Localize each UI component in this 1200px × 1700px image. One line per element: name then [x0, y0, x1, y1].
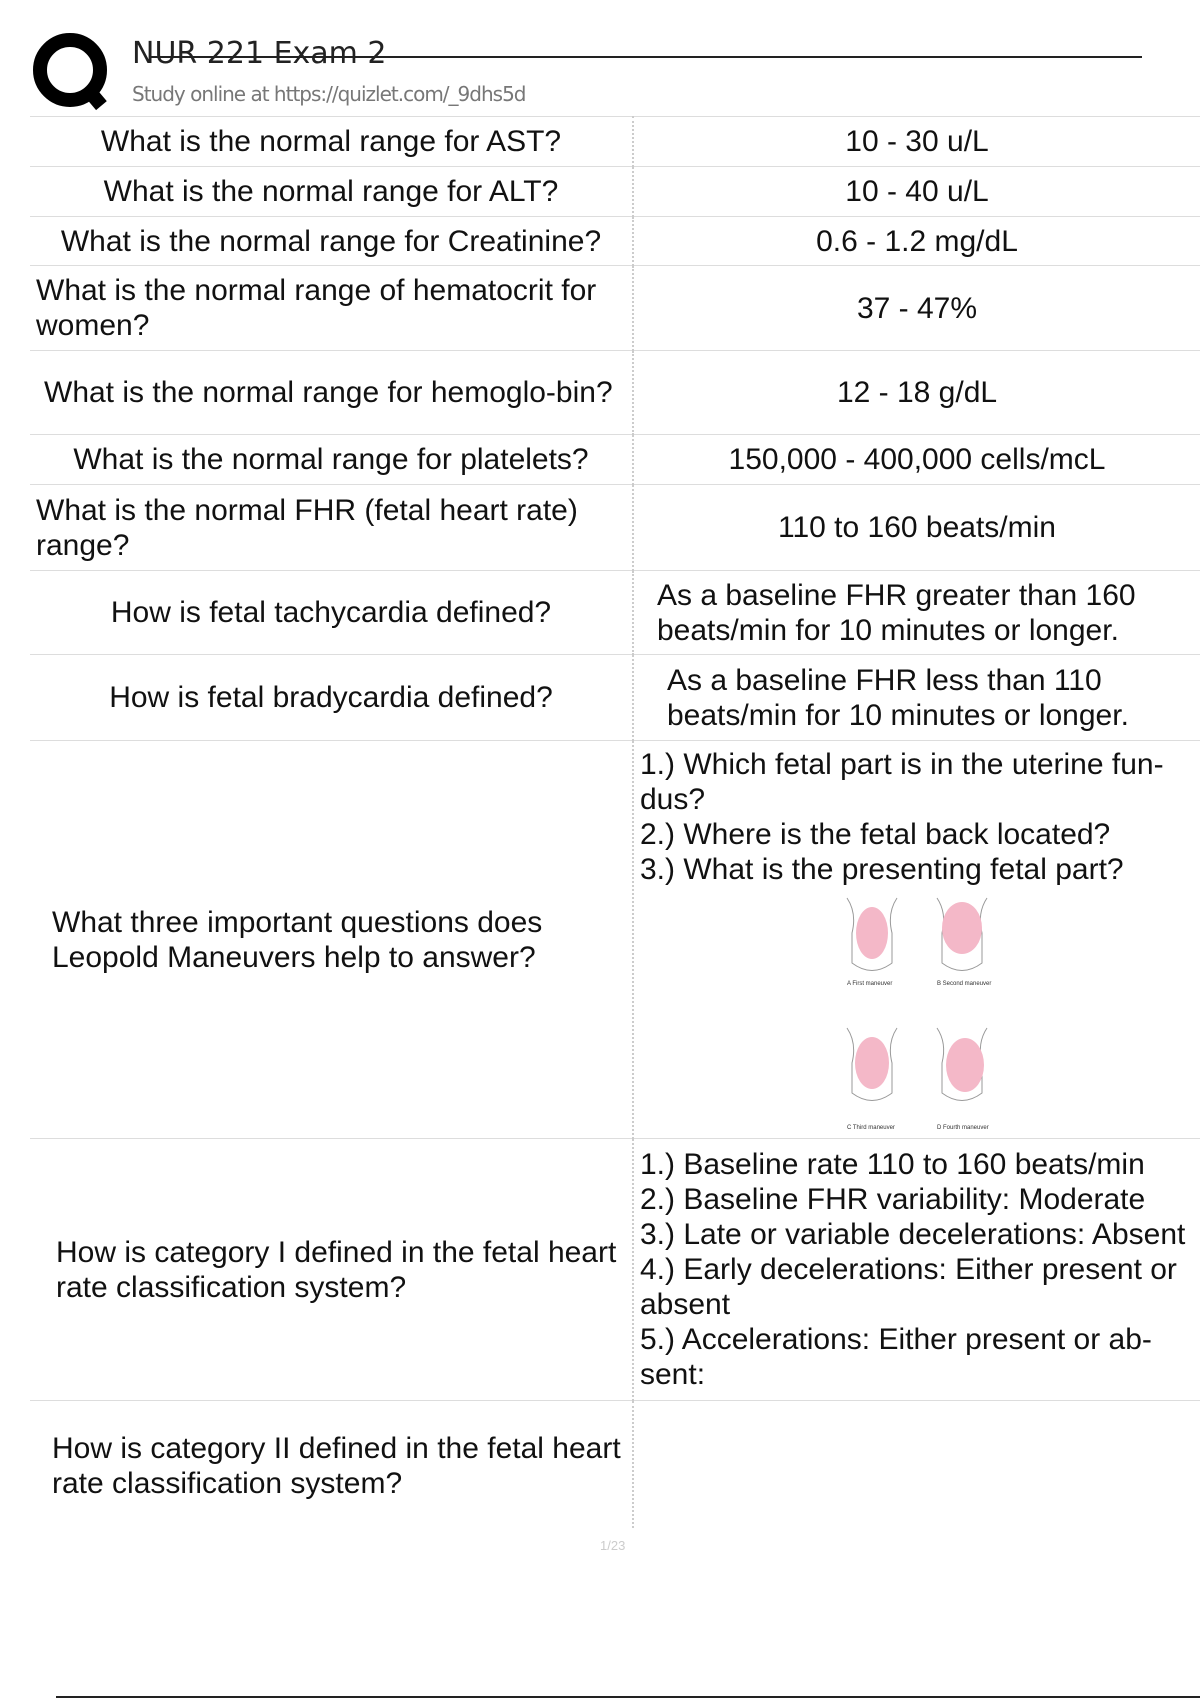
page-number: 1/23 — [600, 1538, 626, 1553]
table-row: What three important questions does Leop… — [30, 740, 1200, 1139]
table-row: What is the normal range for AST? 10 - 30… — [30, 116, 1200, 167]
fourth-maneuver-illustration: D Fourth maneuver — [936, 1027, 989, 1131]
table-row: How is category II defined in the fetal … — [30, 1400, 1200, 1528]
question: How is category I defined in the fetal h… — [30, 1138, 634, 1401]
question: What is the normal range of hematocrit f… — [30, 265, 634, 351]
svg-text:A First maneuver: A First maneuver — [847, 981, 892, 987]
flashcard-table: What is the normal range for AST? 10 - 30… — [30, 116, 1200, 1528]
answer-line: 5.) Accelerations: Either present or ab-… — [640, 1323, 1152, 1391]
question: What is the normal range for hemoglo-bin… — [30, 350, 634, 435]
question: What is the normal range for platelets? — [30, 434, 634, 485]
question: How is category II defined in the fetal … — [30, 1400, 634, 1528]
answer-line: 2.) Where is the fetal back located? — [640, 818, 1111, 851]
answer: 37 - 47% — [633, 265, 1200, 351]
answer: 10 - 40 u/L — [633, 166, 1200, 217]
answer: 0.6 - 1.2 mg/dL — [633, 216, 1200, 266]
table-row: What is the normal range of hematocrit f… — [30, 265, 1200, 351]
svg-text:B Second maneuver: B Second maneuver — [937, 981, 991, 987]
table-row: How is fetal tachycardia defined? As a ba… — [30, 570, 1200, 655]
title-rule — [150, 56, 1142, 58]
answer — [633, 1400, 1200, 1528]
question: What three important questions does Leop… — [30, 740, 634, 1139]
answer-line: 1.) Which fetal part is in the uterine f… — [640, 748, 1164, 816]
answer: As a baseline FHR less than 110 beats/mi… — [667, 663, 1129, 732]
table-row: How is fetal bradycardia defined? As a ba… — [30, 654, 1200, 741]
answer: 10 - 30 u/L — [633, 116, 1200, 167]
answer-line: 2.) Baseline FHR variability: Moderate — [640, 1183, 1146, 1216]
table-row: What is the normal FHR (fetal heart rate… — [30, 484, 1200, 571]
study-link[interactable]: Study online at https://quizlet.com/_9dh… — [132, 82, 526, 106]
answer-line: 3.) Late or variable decelerations: Abse… — [640, 1218, 1186, 1251]
svg-text:C Third maneuver: C Third maneuver — [847, 1125, 895, 1131]
first-maneuver-illustration: A First maneuver — [846, 897, 898, 987]
question: How is fetal bradycardia defined? — [30, 654, 634, 741]
table-row: How is category I defined in the fetal h… — [30, 1138, 1200, 1401]
quizlet-logo-icon — [33, 33, 107, 111]
table-row: What is the normal range for ALT? 10 - 40… — [30, 166, 1200, 217]
question: What is the normal range for ALT? — [30, 166, 634, 217]
table-row: What is the normal range for Creatinine?… — [30, 216, 1200, 266]
third-maneuver-illustration: C Third maneuver — [846, 1027, 898, 1131]
leopold-maneuvers-figure: A First maneuver B Second maneuver C Thi… — [846, 897, 991, 1131]
answer: 12 - 18 g/dL — [633, 350, 1200, 435]
answer: As a baseline FHR greater than 160 beats… — [657, 578, 1136, 647]
second-maneuver-illustration: B Second maneuver — [936, 897, 991, 987]
table-row: What is the normal range for hemoglo-bin… — [30, 350, 1200, 435]
answer-line: 3.) What is the presenting fetal part? — [640, 853, 1124, 886]
question: What is the normal range for Creatinine? — [30, 216, 634, 266]
svg-text:D Fourth maneuver: D Fourth maneuver — [937, 1125, 989, 1131]
answer-line: 4.) Early decelerations: Either present … — [640, 1253, 1177, 1321]
document-title: NUR 221 Exam 2 — [132, 36, 387, 71]
answer: 150,000 - 400,000 cells/mcL — [633, 434, 1200, 485]
question: What is the normal range for AST? — [30, 116, 634, 167]
answer: 110 to 160 beats/min — [633, 484, 1200, 571]
question: What is the normal FHR (fetal heart rate… — [30, 484, 634, 571]
footer-rule — [56, 1696, 1200, 1698]
answer-line: 1.) Baseline rate 110 to 160 beats/min — [640, 1148, 1145, 1181]
question: How is fetal tachycardia defined? — [30, 570, 634, 655]
table-row: What is the normal range for platelets? 1… — [30, 434, 1200, 485]
